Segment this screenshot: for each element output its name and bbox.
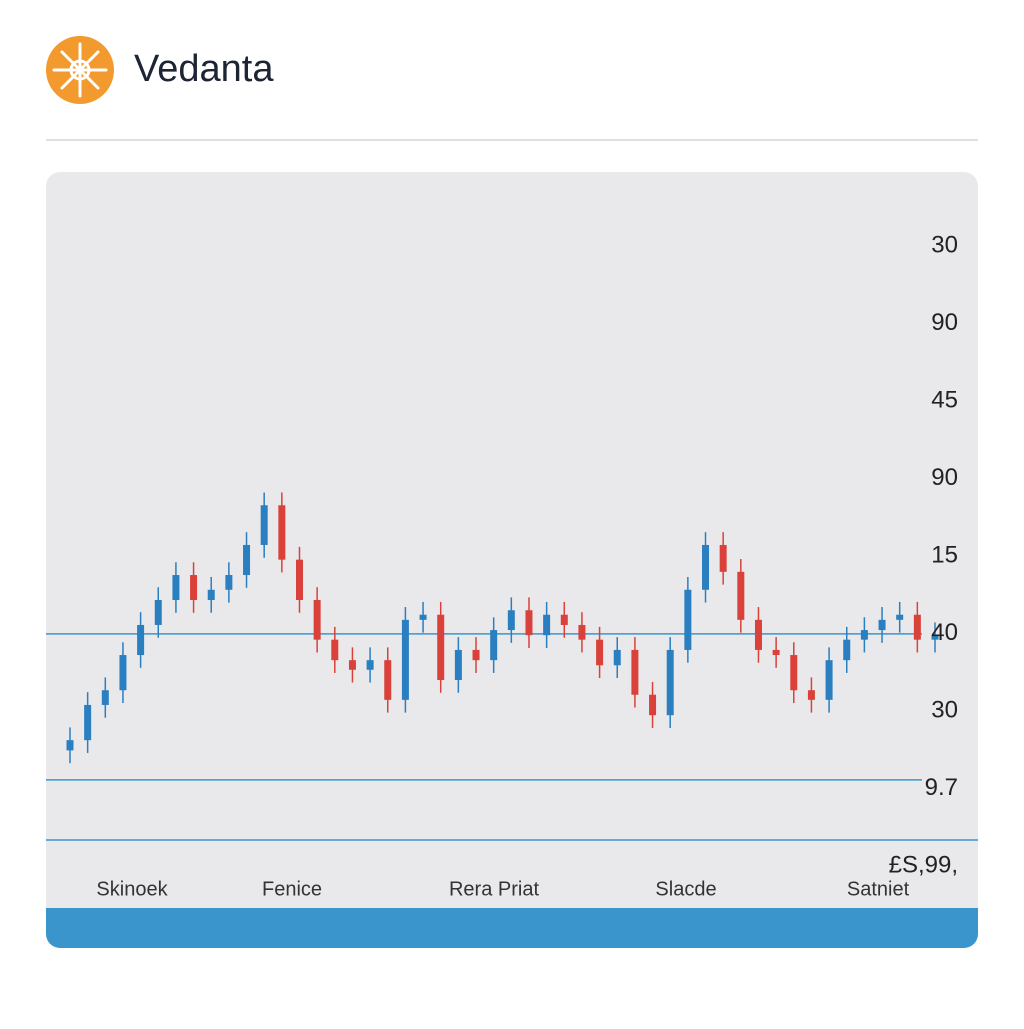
candle-body	[366, 660, 374, 670]
candle-body	[507, 610, 515, 631]
candle-body	[243, 544, 251, 576]
bottom-bar[interactable]	[46, 908, 978, 948]
candle-body	[631, 649, 639, 695]
logo[interactable]	[46, 36, 114, 104]
candle-body	[119, 655, 127, 691]
candle-body	[525, 610, 533, 636]
candle-body	[790, 655, 798, 691]
candle-body	[190, 575, 198, 600]
x-label: Satniet	[847, 878, 910, 900]
candle-body	[613, 649, 621, 666]
candle-body	[843, 639, 851, 661]
x-label: Fenice	[262, 878, 322, 900]
candle-body	[137, 624, 145, 656]
candle-body	[348, 660, 356, 670]
x-label: Slacde	[655, 878, 716, 900]
candle-body	[649, 694, 657, 716]
candle-body	[419, 614, 427, 620]
plot: 30 90 45 90 15 40 30 9.7 £S,99, Skinoek Fenice Rera…	[46, 231, 978, 900]
candle-body	[172, 575, 180, 600]
candle-body	[101, 690, 109, 705]
candle-body	[807, 690, 815, 700]
y-label: 30	[931, 231, 958, 258]
chart-panel	[46, 172, 978, 948]
candle-body	[401, 619, 409, 700]
y-label: £S,99,	[889, 851, 958, 878]
y-label: 30	[931, 696, 958, 723]
candle-body	[931, 635, 939, 640]
candle-body	[84, 704, 92, 741]
candle-body	[719, 544, 727, 572]
candle-body	[472, 649, 480, 661]
y-label: 45	[931, 386, 958, 413]
candle-body	[702, 544, 710, 590]
candle-body	[260, 505, 268, 545]
candle-body	[772, 649, 780, 656]
app-title: Vedanta	[134, 48, 274, 90]
candle-body	[860, 630, 868, 640]
candle-body	[313, 600, 321, 640]
candle-body	[666, 649, 674, 716]
candle-body	[737, 571, 745, 620]
candle-body	[684, 589, 692, 650]
candle-body	[207, 589, 215, 600]
candle-body	[560, 614, 568, 625]
candle-body	[66, 740, 74, 751]
candle-body	[878, 619, 886, 631]
y-label: 90	[931, 309, 958, 336]
candle-body	[295, 559, 303, 600]
x-label: Skinoek	[96, 878, 168, 900]
candle-body	[490, 630, 498, 661]
x-label: Rera Priat	[449, 878, 539, 900]
candle-body	[896, 614, 904, 620]
candle-body	[825, 660, 833, 700]
y-label: 9.7	[925, 774, 958, 801]
candle-body	[154, 600, 162, 625]
y-label: 90	[931, 464, 958, 491]
candle-body	[754, 619, 762, 650]
logo-mark	[52, 42, 108, 98]
candle-body	[543, 614, 551, 636]
candle-body	[225, 575, 233, 590]
y-label: 15	[931, 541, 958, 568]
candle-body	[437, 614, 445, 680]
candle-body	[454, 649, 462, 680]
candle-body	[913, 614, 921, 640]
candle-body	[331, 639, 339, 661]
candle-body	[596, 639, 604, 666]
candle-body	[578, 624, 586, 640]
candle-body	[384, 660, 392, 700]
y-label: 40	[931, 619, 958, 646]
candle-body	[278, 505, 286, 560]
